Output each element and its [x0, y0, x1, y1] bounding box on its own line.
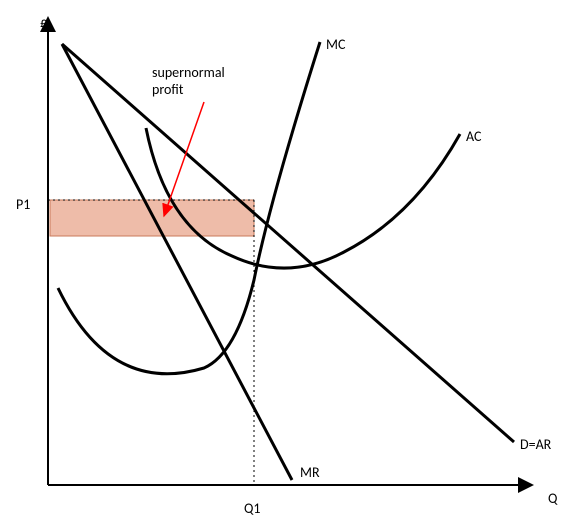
ac-curve: [146, 128, 460, 268]
mc-label: MC: [326, 36, 345, 53]
supernormal-label: supernormal profit: [152, 64, 225, 98]
ar-demand-line: [62, 44, 514, 442]
supernormal-text-line1: supernormal: [152, 64, 225, 81]
supernormal-arrow: [164, 102, 204, 216]
p1-label: P1: [16, 196, 30, 213]
mr-label: MR: [300, 464, 320, 481]
supernormal-text-line2: profit: [152, 81, 184, 98]
ac-label: AC: [466, 128, 481, 145]
ar-label: D=AR: [520, 436, 551, 453]
supernormal-profit-rect: [50, 200, 254, 236]
x-axis-label: Q: [548, 490, 557, 507]
economics-diagram-svg: [0, 0, 583, 522]
chart-container: £ Q MC AC D=AR MR P1 Q1 supernormal prof…: [0, 0, 583, 522]
y-axis-label: £: [40, 14, 47, 31]
q1-label: Q1: [244, 500, 261, 517]
